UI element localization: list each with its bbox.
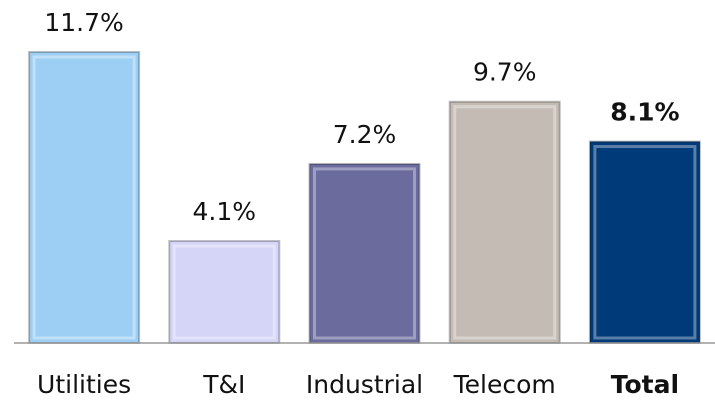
bar-bevel [172,244,276,340]
bar-bevel [32,55,136,340]
bar-bevel [593,145,697,340]
bar [168,240,281,344]
data-label: 8.1% [610,98,679,127]
bar [308,162,421,344]
x-tick-label: T&I [202,370,245,399]
bar-bevel [313,167,416,340]
x-tick-label: Industrial [306,370,423,399]
x-tick-label: Telecom [453,370,556,399]
bar-bevel [453,105,557,340]
data-label: 7.2% [333,120,397,149]
data-label: 4.1% [193,197,257,226]
x-tick-label: Total [611,370,679,399]
bar [448,100,561,344]
data-label: 11.7% [44,8,123,37]
bar [588,140,701,344]
x-tick-label: Utilities [37,370,131,399]
bar [28,51,141,344]
data-label: 9.7% [473,58,537,87]
